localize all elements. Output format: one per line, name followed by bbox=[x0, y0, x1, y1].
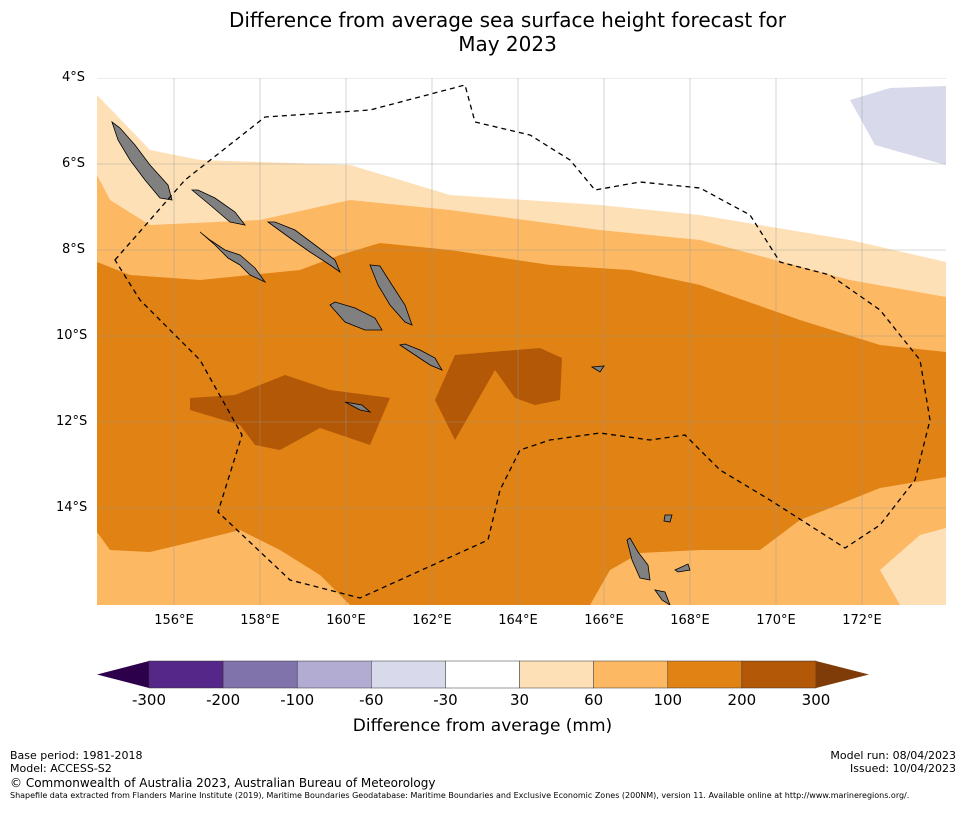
island-malaita bbox=[369, 264, 413, 326]
colorbar-tick: -300 bbox=[131, 691, 167, 709]
colorbar-tick: 30 bbox=[510, 691, 530, 709]
islands bbox=[111, 120, 691, 605]
model-run: Model run: 08/04/2023 bbox=[830, 749, 956, 762]
band-neg-30-60 bbox=[850, 86, 946, 165]
footer-right: Model run: 08/04/2023 Issued: 10/04/2023 bbox=[830, 749, 956, 775]
lon-label: 158°E bbox=[240, 613, 280, 628]
colorbar-tick: -30 bbox=[433, 691, 458, 709]
lat-label: 8°S bbox=[62, 242, 86, 257]
band-30-60-southeast bbox=[880, 528, 946, 605]
island-rennell bbox=[344, 401, 372, 413]
island-vanuatu-espiritu bbox=[626, 537, 651, 581]
colorbar-segment bbox=[593, 660, 669, 689]
island-small-1 bbox=[590, 365, 605, 373]
colorbar-label: Difference from average (mm) bbox=[352, 716, 613, 736]
footer-left: Base period: 1981-2018 Model: ACCESS-S2 bbox=[10, 749, 142, 775]
colorbar-segment bbox=[741, 660, 817, 689]
island-small-2 bbox=[674, 563, 691, 573]
map-title: Difference from average sea surface heig… bbox=[0, 8, 965, 56]
lon-label: 172°E bbox=[842, 613, 882, 628]
lon-label: 162°E bbox=[412, 613, 452, 628]
colorbar-tick: 300 bbox=[801, 691, 831, 709]
issued: Issued: 10/04/2023 bbox=[849, 762, 956, 775]
island-vanuatu-malekula bbox=[654, 589, 671, 605]
colorbar-segment bbox=[371, 660, 446, 689]
band-100-200 bbox=[97, 243, 946, 605]
lon-label: 156°E bbox=[154, 613, 194, 628]
island-bougainville bbox=[111, 120, 173, 201]
colorbar-segment bbox=[445, 660, 520, 689]
colorbar-tick: 100 bbox=[653, 691, 683, 709]
island-santa-isabel bbox=[266, 221, 341, 274]
lat-label: 6°S bbox=[62, 156, 86, 171]
lon-label: 160°E bbox=[326, 613, 366, 628]
colorbar-segment bbox=[222, 660, 298, 689]
lat-label: 4°S bbox=[62, 70, 86, 85]
colorbar-extend-high bbox=[816, 661, 869, 688]
island-choiseul bbox=[190, 189, 246, 226]
colorbar-tick: 60 bbox=[584, 691, 604, 709]
lat-label: 10°S bbox=[56, 328, 88, 343]
colorbar-segment bbox=[667, 660, 743, 689]
colorbar-tick: -60 bbox=[359, 691, 384, 709]
colorbar bbox=[97, 660, 869, 689]
gridlines bbox=[97, 78, 946, 605]
base-period: Base period: 1981-2018 bbox=[10, 749, 143, 762]
colorbar-segment bbox=[148, 660, 224, 689]
model: Model: ACCESS-S2 bbox=[10, 762, 112, 775]
title-line-1: Difference from average sea surface heig… bbox=[228, 8, 787, 32]
colorbar-segment bbox=[296, 660, 372, 689]
band-200-300-west bbox=[190, 375, 390, 450]
colorbar-extend-low bbox=[97, 661, 149, 688]
lon-label: 170°E bbox=[756, 613, 796, 628]
title-line-2: May 2023 bbox=[458, 32, 557, 56]
shapefile-credit: Shapefile data extracted from Flanders M… bbox=[10, 791, 910, 800]
island-new-georgia bbox=[199, 231, 267, 284]
lon-label: 168°E bbox=[670, 613, 710, 628]
island-small-3 bbox=[663, 514, 673, 523]
lat-label: 12°S bbox=[56, 414, 88, 429]
lat-label: 14°S bbox=[56, 500, 88, 515]
island-makira bbox=[398, 343, 443, 371]
lon-label: 164°E bbox=[498, 613, 538, 628]
band-200-300-east bbox=[435, 348, 562, 440]
island-guadalcanal bbox=[329, 301, 383, 331]
copyright: © Commonwealth of Australia 2023, Austra… bbox=[10, 776, 436, 790]
eez-boundary bbox=[114, 84, 931, 599]
colorbar-tick: 200 bbox=[727, 691, 757, 709]
colorbar-segment bbox=[519, 660, 594, 689]
colorbar-tick: -200 bbox=[206, 691, 241, 709]
lon-label: 166°E bbox=[584, 613, 624, 628]
colorbar-tick: -100 bbox=[280, 691, 315, 709]
